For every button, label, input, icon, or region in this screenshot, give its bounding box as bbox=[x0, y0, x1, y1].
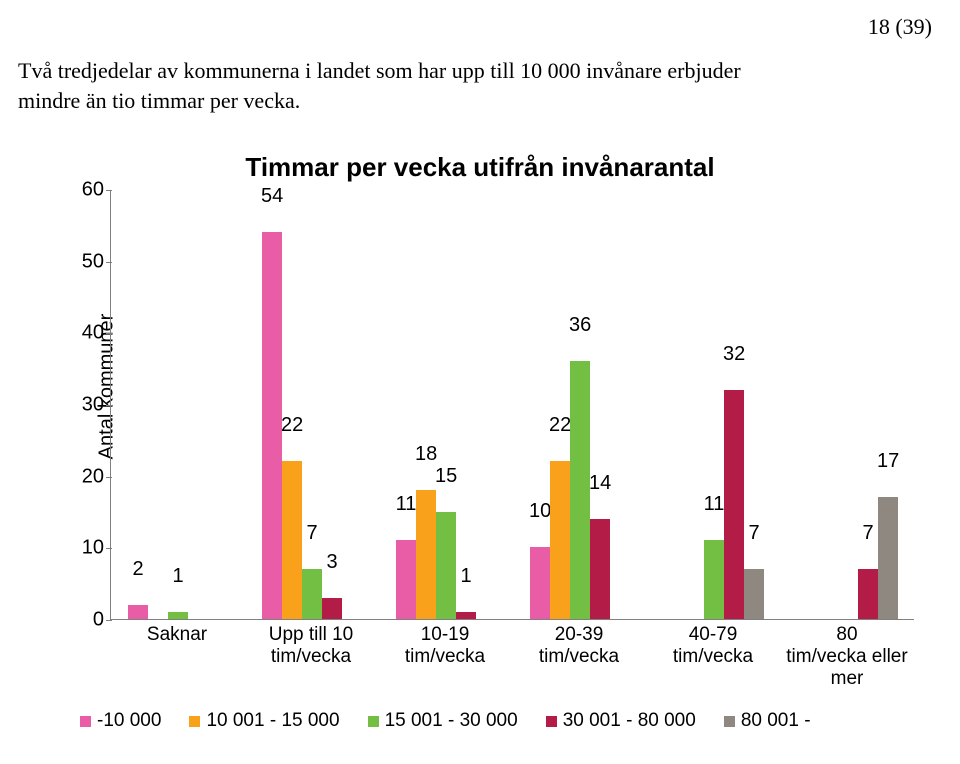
bar bbox=[168, 612, 188, 619]
bar bbox=[530, 547, 550, 619]
bar-value-label: 11 bbox=[703, 493, 725, 516]
bar-value-label: 7 bbox=[301, 522, 323, 545]
bar-value-label: 10 bbox=[529, 500, 551, 523]
legend-item: 15 001 - 30 000 bbox=[368, 710, 518, 732]
x-tick-label: Saknar bbox=[110, 624, 244, 646]
bar-group: 542273 bbox=[245, 189, 379, 619]
bar-value-label: 11 bbox=[395, 493, 417, 516]
bar-value-label: 1 bbox=[455, 565, 477, 588]
bar-value-label: 7 bbox=[743, 522, 765, 545]
x-tick-label: 10-19 tim/vecka bbox=[378, 624, 512, 668]
bar-value-label: 2 bbox=[127, 558, 149, 581]
legend-swatch bbox=[724, 716, 735, 727]
y-tick-label: 50 bbox=[64, 250, 104, 273]
bar-group: 10 22 36 14 bbox=[513, 189, 647, 619]
legend-swatch bbox=[546, 716, 557, 727]
y-tick-label: 40 bbox=[64, 322, 104, 345]
bar bbox=[704, 540, 724, 619]
legend: -10 000 10 001 - 15 000 15 001 - 30 000 30 … bbox=[80, 710, 900, 732]
bar-group: 21 bbox=[111, 189, 245, 619]
bar-value-label: 22 bbox=[281, 414, 303, 437]
bar-value-label: 3 bbox=[321, 551, 343, 574]
y-tick-label: 60 bbox=[64, 179, 104, 202]
bar bbox=[456, 612, 476, 619]
legend-swatch bbox=[368, 716, 379, 727]
bar-value-label: 32 bbox=[723, 343, 745, 366]
y-tick-label: 0 bbox=[64, 609, 104, 632]
bar bbox=[436, 512, 456, 620]
chart-title: Timmar per vecka utifrån invånarantal bbox=[0, 152, 960, 183]
bar bbox=[322, 598, 342, 620]
bar bbox=[416, 490, 436, 619]
x-tick-label: 40-79 tim/vecka bbox=[646, 624, 780, 668]
legend-label: 30 001 - 80 000 bbox=[563, 710, 696, 732]
bar-value-label: 7 bbox=[857, 522, 879, 545]
legend-item: 30 001 - 80 000 bbox=[546, 710, 696, 732]
bar bbox=[302, 569, 322, 619]
bar-value-label: 54 bbox=[261, 185, 283, 208]
x-tick-label: Upp till 10tim/vecka bbox=[244, 624, 378, 668]
bar bbox=[744, 569, 764, 619]
legend-label: 15 001 - 30 000 bbox=[385, 710, 518, 732]
legend-swatch bbox=[80, 716, 91, 727]
bar-value-label: 15 bbox=[435, 465, 457, 488]
bar bbox=[590, 519, 610, 619]
bar-value-label: 17 bbox=[877, 450, 899, 473]
y-tick-label: 20 bbox=[64, 465, 104, 488]
legend-label: -10 000 bbox=[97, 710, 161, 732]
y-tick-label: 10 bbox=[64, 537, 104, 560]
legend-item: 10 001 - 15 000 bbox=[189, 710, 339, 732]
x-tick-label: 20-39 tim/vecka bbox=[512, 624, 646, 668]
y-tick-label: 30 bbox=[64, 394, 104, 417]
legend-label: 80 001 - bbox=[741, 710, 811, 732]
legend-item: -10 000 bbox=[80, 710, 161, 732]
bar-value-label: 14 bbox=[589, 472, 611, 495]
bar bbox=[396, 540, 416, 619]
bar bbox=[878, 497, 898, 619]
bar bbox=[262, 232, 282, 619]
legend-item: 80 001 - bbox=[724, 710, 811, 732]
bar bbox=[724, 390, 744, 619]
y-tick bbox=[106, 620, 112, 621]
bar bbox=[282, 461, 302, 619]
bar-value-label: 22 bbox=[549, 414, 571, 437]
intro-text: Två tredjedelar av kommunerna i landet s… bbox=[18, 56, 778, 115]
x-tick-label: 80tim/vecka eller mer bbox=[780, 624, 914, 690]
bar-group: 11 32 7 bbox=[647, 189, 781, 619]
bar-group: 11 1815 1 bbox=[379, 189, 513, 619]
legend-label: 10 001 - 15 000 bbox=[206, 710, 339, 732]
bar bbox=[550, 461, 570, 619]
chart-area: 2154227311181511022361411327717 01020304… bbox=[110, 190, 914, 650]
page-number: 18 (39) bbox=[868, 14, 932, 40]
bar-value-label: 18 bbox=[415, 443, 437, 466]
bar-group: 7 17 bbox=[781, 189, 915, 619]
legend-swatch bbox=[189, 716, 200, 727]
bar-value-label: 36 bbox=[569, 314, 591, 337]
bar bbox=[858, 569, 878, 619]
bar bbox=[128, 605, 148, 619]
plot-area: 2154227311181511022361411327717 bbox=[110, 190, 914, 620]
bar bbox=[570, 361, 590, 619]
bar-value-label: 1 bbox=[167, 565, 189, 588]
